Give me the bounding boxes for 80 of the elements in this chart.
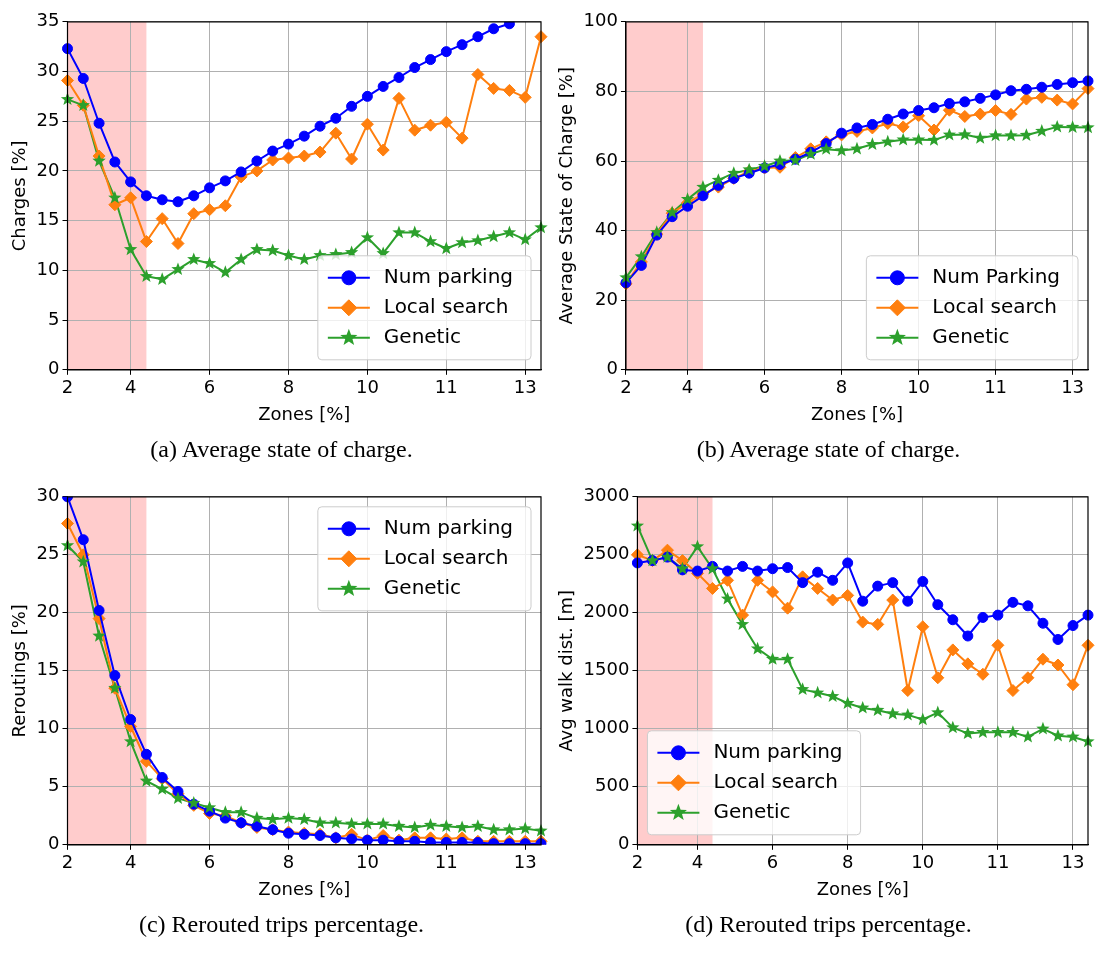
x-tick-label: 10 (911, 851, 935, 873)
x-tick-label: 6 (203, 851, 216, 873)
y-tick-label: 0 (617, 832, 630, 854)
y-tick-label: 1500 (583, 658, 630, 680)
y-tick-label: 10 (36, 716, 60, 738)
y-tick-label: 5 (48, 774, 60, 796)
x-tick-label: 4 (124, 851, 137, 873)
y-tick-label: 30 (36, 484, 60, 506)
x-tick-label: 2 (61, 851, 74, 873)
x-tick-label: 11 (984, 376, 1008, 398)
x-tick-label: 2 (631, 851, 644, 873)
x-tick-label: 8 (282, 376, 295, 398)
y-tick-label: 30 (36, 59, 60, 81)
x-tick-label: 10 (355, 376, 379, 398)
legend-label: Num parking (713, 739, 843, 763)
x-axis-title: Zones [%] (816, 877, 909, 899)
x-tick-label: 4 (691, 851, 704, 873)
legend-label: Num parking (383, 264, 514, 288)
y-tick-label: 5 (48, 307, 60, 329)
y-axis-title: Avg walk dist. [m] (555, 589, 577, 752)
y-tick-label: 25 (36, 542, 60, 564)
x-tick-label: 11 (986, 851, 1010, 873)
y-tick-label: 0 (48, 832, 60, 854)
y-tick-label: 15 (36, 658, 60, 680)
x-axis-title: Zones [%] (810, 402, 904, 424)
y-tick-label: 15 (36, 208, 60, 230)
y-tick-label: 0 (606, 357, 618, 379)
legend-label: Genetic (932, 324, 1010, 348)
x-tick-label: 11 (434, 376, 458, 398)
y-axis-title: Charges [%] (8, 140, 30, 252)
text: (b) Average state of charge. (696, 436, 961, 463)
text: (c) Rerouted trips percentage. (138, 911, 425, 938)
legend-label: Genetic (383, 575, 462, 599)
x-tick-label: 13 (513, 376, 537, 398)
x-tick-label: 4 (681, 376, 694, 398)
x-tick-label: 2 (620, 376, 632, 398)
x-tick-label: 8 (282, 851, 295, 873)
legend-label: Local search (383, 294, 509, 318)
y-tick-label: 500 (595, 774, 630, 796)
x-tick-label: 10 (355, 851, 379, 873)
y-tick-label: 80 (595, 79, 618, 101)
y-tick-label: 2000 (583, 600, 630, 622)
y-tick-label: 60 (595, 148, 618, 170)
x-tick-label: 8 (835, 376, 848, 398)
x-tick-label: 13 (1061, 376, 1085, 398)
x-tick-label: 10 (907, 376, 931, 398)
legend-label: Genetic (713, 799, 791, 823)
legend-label: Local search (383, 545, 509, 569)
legend-label: Num Parking (932, 264, 1061, 288)
legend-label: Local search (932, 294, 1058, 318)
x-tick-label: 2 (61, 376, 74, 398)
x-tick-label: 13 (513, 851, 537, 873)
y-tick-label: 20 (36, 600, 60, 622)
y-tick-label: 40 (595, 218, 618, 240)
y-axis-title: Average State of Charge [%] (555, 67, 577, 325)
legend-label: Local search (713, 769, 839, 793)
y-tick-label: 3000 (583, 484, 630, 506)
x-tick-label: 4 (124, 376, 137, 398)
text: (d) Rerouted trips percentage. (685, 911, 972, 938)
y-tick-label: 1000 (583, 716, 630, 738)
y-axis-title: Reroutings [%] (8, 604, 30, 738)
x-tick-label: 11 (434, 851, 458, 873)
x-tick-label: 8 (841, 851, 854, 873)
y-tick-label: 2500 (583, 542, 630, 564)
y-tick-label: 0 (48, 357, 60, 379)
y-tick-label: 20 (36, 158, 60, 180)
y-tick-label: 100 (583, 9, 618, 31)
legend-label: Genetic (383, 324, 462, 348)
legend-label: Num parking (383, 515, 514, 539)
x-axis-title: Zones [%] (258, 402, 351, 424)
text: (a) Average state of charge. (150, 436, 413, 463)
y-tick-label: 35 (36, 9, 60, 31)
y-tick-label: 20 (595, 287, 618, 309)
y-tick-label: 25 (36, 108, 60, 130)
x-tick-label: 6 (758, 376, 771, 398)
x-tick-label: 13 (1061, 851, 1085, 873)
y-tick-label: 10 (36, 258, 60, 280)
x-tick-label: 6 (766, 851, 779, 873)
x-tick-label: 6 (203, 376, 216, 398)
x-axis-title: Zones [%] (258, 877, 351, 899)
